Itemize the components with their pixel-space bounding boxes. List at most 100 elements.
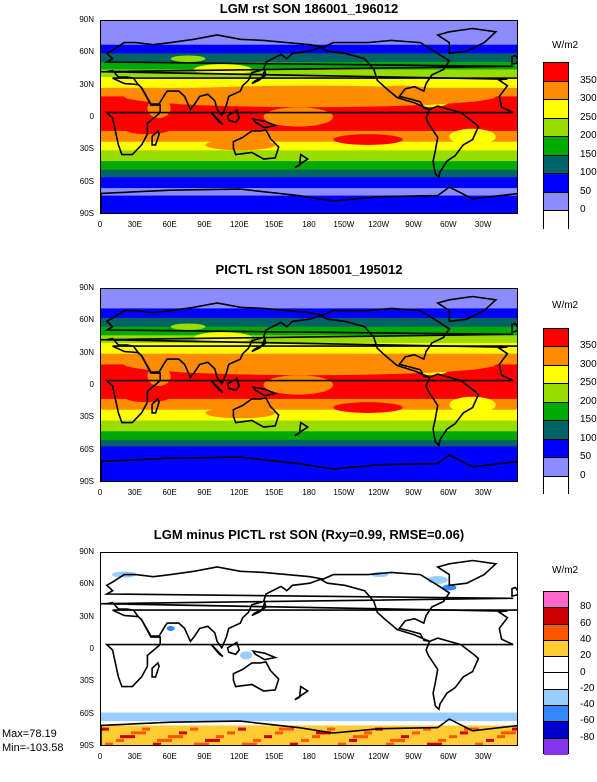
lat-tick-label: 60N bbox=[79, 579, 94, 589]
colorbar-label: -60 bbox=[580, 715, 595, 727]
lon-tick-label: 90W bbox=[405, 488, 422, 497]
colorbar-label: 0 bbox=[580, 469, 586, 481]
lon-tick-label: 120W bbox=[368, 220, 390, 229]
coastline bbox=[101, 302, 514, 386]
contour-patch bbox=[170, 55, 206, 62]
contour-patch bbox=[438, 738, 446, 742]
contour-band bbox=[101, 44, 517, 54]
contour-patch bbox=[124, 85, 496, 108]
map-frame bbox=[100, 20, 518, 214]
lon-tick-label: 120E bbox=[229, 488, 249, 497]
coastline bbox=[319, 571, 451, 643]
lat-tick-label: 90N bbox=[79, 15, 94, 24]
coastline bbox=[104, 609, 517, 688]
coastline bbox=[294, 685, 310, 701]
lon-tick-label: 30W bbox=[474, 752, 492, 761]
lat-tick-label: 90N bbox=[79, 547, 94, 556]
colorbar-label: 50 bbox=[580, 451, 592, 463]
colorbar-swatch bbox=[544, 706, 568, 723]
contour-patch bbox=[290, 742, 298, 745]
contour-patch bbox=[412, 731, 420, 735]
lat-tick-label: 0 bbox=[89, 644, 94, 653]
contour-patch bbox=[127, 735, 135, 739]
colorbar-label: 150 bbox=[580, 414, 597, 426]
contour-patch bbox=[205, 738, 213, 742]
lat-tick-label: 30N bbox=[79, 611, 94, 621]
contour-band bbox=[101, 53, 517, 63]
coastline bbox=[294, 153, 310, 169]
lon-tick-label: 150E bbox=[264, 752, 284, 761]
colorbar-swatch bbox=[544, 329, 568, 348]
lon-tick-label: 0 bbox=[97, 220, 103, 229]
lon-tick-label: 120E bbox=[229, 220, 249, 229]
coastline bbox=[226, 641, 241, 656]
map-frame bbox=[100, 288, 518, 482]
contour-patch bbox=[138, 731, 146, 735]
lat-tick-label: 30S bbox=[79, 676, 94, 686]
colorbar bbox=[543, 591, 569, 755]
contour-band bbox=[101, 177, 517, 189]
lon-tick-label: 150W bbox=[333, 488, 355, 497]
panel-title: PICTL rst SON 185001_195012 bbox=[215, 262, 403, 277]
colorbar-label: 150 bbox=[580, 148, 597, 160]
contour-patch bbox=[275, 731, 283, 735]
coastline bbox=[232, 129, 280, 160]
colorbar-swatch bbox=[544, 722, 568, 739]
contour-patch bbox=[397, 738, 405, 742]
contour-map bbox=[101, 289, 517, 481]
lon-tick-label: 120E bbox=[229, 752, 249, 761]
colorbar-label: 0 bbox=[580, 666, 586, 678]
contour-patch bbox=[116, 738, 124, 742]
coastline bbox=[151, 129, 160, 146]
colorbar-label: 300 bbox=[580, 93, 597, 105]
contour-patch bbox=[242, 742, 250, 745]
contour-patch bbox=[423, 727, 431, 731]
coastline bbox=[251, 117, 278, 129]
colorbar-swatch bbox=[544, 81, 568, 101]
contour-patch bbox=[179, 731, 187, 735]
contour-patch bbox=[497, 735, 505, 739]
lat-tick-label: 30N bbox=[79, 347, 94, 357]
contour-patch bbox=[264, 735, 272, 739]
colorbar-swatch bbox=[544, 608, 568, 625]
contour-map bbox=[101, 21, 517, 213]
contour-patch bbox=[333, 134, 403, 145]
colorbar bbox=[543, 62, 569, 230]
lon-tick-label: 90E bbox=[197, 220, 212, 229]
lat-tick-label: 30N bbox=[79, 79, 94, 89]
colorbar-label: 250 bbox=[580, 111, 597, 123]
contour-patch bbox=[157, 738, 165, 742]
colorbar-swatch bbox=[544, 592, 568, 609]
coastline bbox=[232, 397, 280, 428]
lon-tick-label: 30E bbox=[127, 752, 142, 761]
max-value: Max=78.19 bbox=[2, 728, 57, 740]
contour-patch bbox=[249, 742, 257, 745]
contour-patch bbox=[401, 735, 409, 739]
coastline bbox=[251, 67, 267, 85]
coastline bbox=[151, 661, 160, 678]
panel-title: LGM minus PICTL rst SON (Rxy=0.99, RMSE=… bbox=[153, 527, 465, 542]
min-value: Min=-103.58 bbox=[2, 742, 64, 754]
colorbar-swatch bbox=[544, 624, 568, 641]
lon-tick-label: 120W bbox=[368, 488, 390, 497]
lat-tick-label: 90S bbox=[79, 477, 94, 486]
lon-tick-label: 150E bbox=[264, 220, 284, 229]
lon-tick-label: 90W bbox=[405, 220, 422, 229]
contour-patch bbox=[168, 735, 176, 739]
colorbar-label: -40 bbox=[580, 699, 595, 711]
contour-band bbox=[101, 21, 517, 46]
contour-band bbox=[101, 439, 517, 447]
lon-tick-label: 90W bbox=[405, 752, 422, 761]
lat-tick-label: 60N bbox=[79, 315, 94, 325]
contour-band bbox=[101, 169, 517, 178]
contour-patch bbox=[471, 727, 479, 731]
contour-band bbox=[101, 326, 517, 336]
coastline bbox=[319, 39, 451, 111]
contour-map bbox=[101, 553, 517, 745]
contour-patch bbox=[166, 625, 175, 631]
colorbar-label: 60 bbox=[580, 617, 592, 629]
colorbar-label: 100 bbox=[580, 167, 597, 179]
contour-patch bbox=[501, 731, 509, 735]
contour-patch bbox=[434, 742, 442, 745]
colorbar-label: 200 bbox=[580, 130, 597, 142]
